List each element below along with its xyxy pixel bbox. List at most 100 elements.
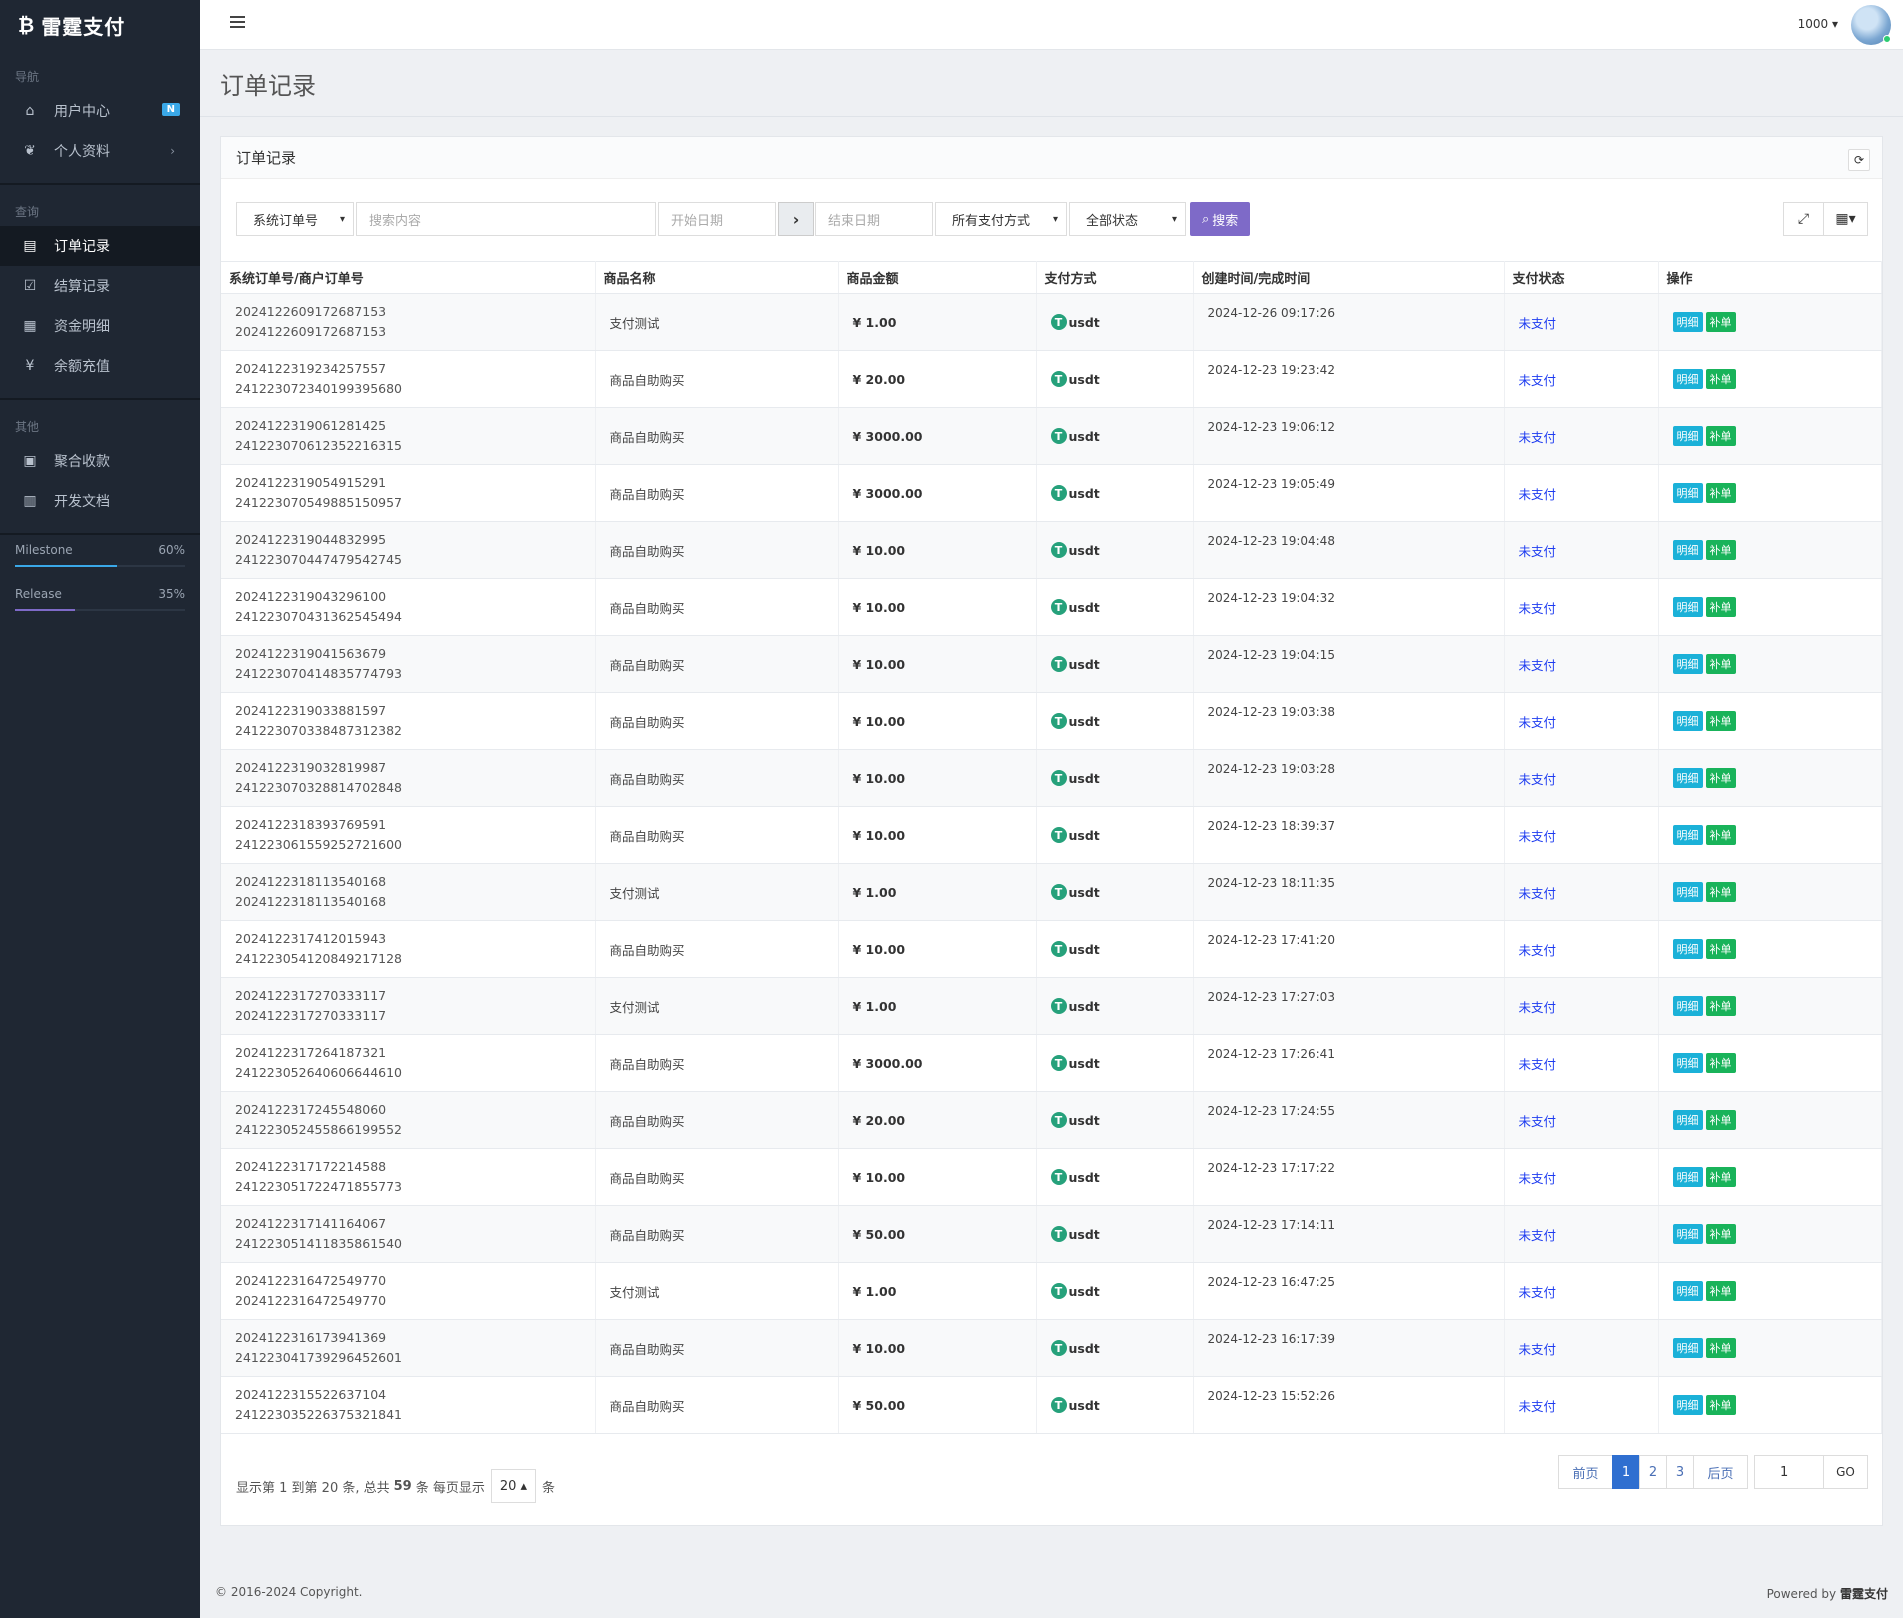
detail-button[interactable]: 明细 xyxy=(1672,768,1703,788)
tether-icon: T xyxy=(1050,770,1067,786)
detail-button[interactable]: 明细 xyxy=(1672,426,1703,446)
resupply-order-button[interactable]: 补单 xyxy=(1705,768,1736,788)
sidebar-item[interactable]: ☑ 结算记录 xyxy=(0,266,200,306)
resupply-order-button[interactable]: 补单 xyxy=(1705,1110,1736,1130)
created-time: 2024-12-23 19:04:48 xyxy=(1207,534,1335,548)
detail-button[interactable]: 明细 xyxy=(1672,1053,1703,1073)
product-name-cell: 支付测试 xyxy=(595,293,839,351)
sidebar-item[interactable]: ❦ 个人资料 › xyxy=(0,131,200,171)
status-cell: 未支付 xyxy=(1504,920,1659,978)
detail-button[interactable]: 明细 xyxy=(1672,939,1703,959)
column-header[interactable]: 支付方式 xyxy=(1036,261,1194,294)
merchant-order-number: 241223070414835774793 xyxy=(235,666,403,681)
created-time: 2024-12-23 19:06:12 xyxy=(1207,420,1335,434)
resupply-order-button[interactable]: 补单 xyxy=(1705,1053,1736,1073)
detail-button[interactable]: 明细 xyxy=(1672,1224,1703,1244)
resupply-order-button[interactable]: 补单 xyxy=(1705,312,1736,332)
resupply-order-button[interactable]: 补单 xyxy=(1705,483,1736,503)
resupply-order-button[interactable]: 补单 xyxy=(1705,711,1736,731)
sidebar-item[interactable]: ▦ 资金明细 xyxy=(0,306,200,346)
system-order-number: 2024122319041563679 xyxy=(235,646,387,661)
detail-button[interactable]: 明细 xyxy=(1672,369,1703,389)
start-date-input[interactable]: 开始日期 xyxy=(658,202,776,236)
detail-button[interactable]: 明细 xyxy=(1672,1281,1703,1301)
column-header[interactable]: 商品金额 xyxy=(838,261,1037,294)
column-header[interactable]: 系统订单号/商户订单号 xyxy=(221,261,596,294)
detail-button[interactable]: 明细 xyxy=(1672,483,1703,503)
column-header[interactable]: 操作 xyxy=(1658,261,1882,294)
column-header[interactable]: 创建时间/完成时间 xyxy=(1193,261,1505,294)
sidebar-item[interactable]: ⌂ 用户中心 N xyxy=(0,91,200,131)
search-input[interactable]: 搜索内容 xyxy=(356,202,656,236)
chevron-right-icon: › xyxy=(170,144,175,158)
product-name: 支付测试 xyxy=(609,999,660,1015)
user-menu[interactable]: 1000 ▾ xyxy=(1797,17,1838,31)
resupply-order-button[interactable]: 补单 xyxy=(1705,939,1736,959)
detail-button[interactable]: 明细 xyxy=(1672,540,1703,560)
columns-button[interactable]: ▦▾ xyxy=(1823,202,1868,236)
bitcoin-icon: ₿ xyxy=(18,12,36,37)
payment-status: 未支付 xyxy=(1518,315,1557,331)
detail-button[interactable]: 明细 xyxy=(1672,825,1703,845)
resupply-order-button[interactable]: 补单 xyxy=(1705,825,1736,845)
column-header[interactable]: 商品名称 xyxy=(595,261,839,294)
page-button[interactable]: 3 xyxy=(1666,1455,1694,1489)
order-type-select[interactable]: 系统订单号 ▾ xyxy=(236,202,354,236)
detail-button[interactable]: 明细 xyxy=(1672,1167,1703,1187)
prev-page-button[interactable]: 前页 xyxy=(1558,1455,1613,1489)
resupply-order-button[interactable]: 补单 xyxy=(1705,882,1736,902)
resupply-order-button[interactable]: 补单 xyxy=(1705,654,1736,674)
resupply-order-button[interactable]: 补单 xyxy=(1705,597,1736,617)
sidebar-divider xyxy=(0,533,200,535)
product-name: 商品自助购买 xyxy=(609,543,685,559)
search-button[interactable]: ⌕ 搜索 xyxy=(1190,202,1251,236)
resupply-order-button[interactable]: 补单 xyxy=(1705,1281,1736,1301)
product-name: 支付测试 xyxy=(609,315,660,331)
progress-value: 60% xyxy=(158,543,185,557)
detail-button[interactable]: 明细 xyxy=(1672,1395,1703,1415)
resupply-order-button[interactable]: 补单 xyxy=(1705,1395,1736,1415)
detail-button[interactable]: 明细 xyxy=(1672,312,1703,332)
detail-button[interactable]: 明细 xyxy=(1672,711,1703,731)
page-size-select[interactable]: 20 ▴ xyxy=(490,1469,537,1503)
sidebar-item[interactable]: ▣ 聚合收款 xyxy=(0,441,200,481)
jump-page-input[interactable]: 1 xyxy=(1754,1455,1824,1489)
fullscreen-button[interactable]: ⤢ xyxy=(1783,202,1824,236)
order-number-cell: 2024122316472549770 2024122316472549770 xyxy=(221,1262,596,1320)
menu-toggle-icon[interactable] xyxy=(230,16,245,31)
resupply-order-button[interactable]: 补单 xyxy=(1705,1338,1736,1358)
detail-button[interactable]: 明细 xyxy=(1672,597,1703,617)
status-cell: 未支付 xyxy=(1504,464,1659,522)
detail-button[interactable]: 明细 xyxy=(1672,882,1703,902)
resupply-order-button[interactable]: 补单 xyxy=(1705,1167,1736,1187)
app-logo[interactable]: ₿ 雷霆支付 xyxy=(0,0,200,50)
resupply-order-button[interactable]: 补单 xyxy=(1705,996,1736,1016)
resupply-order-button[interactable]: 补单 xyxy=(1705,369,1736,389)
created-time: 2024-12-26 09:17:26 xyxy=(1207,306,1335,320)
resupply-order-button[interactable]: 补单 xyxy=(1705,426,1736,446)
page-button[interactable]: 2 xyxy=(1639,1455,1667,1489)
detail-button[interactable]: 明细 xyxy=(1672,654,1703,674)
go-button[interactable]: GO xyxy=(1823,1455,1868,1489)
page-button[interactable]: 1 xyxy=(1612,1455,1640,1489)
end-date-input[interactable]: 结束日期 xyxy=(815,202,933,236)
detail-button[interactable]: 明细 xyxy=(1672,996,1703,1016)
status-select[interactable]: 全部状态 ▾ xyxy=(1069,202,1186,236)
column-header[interactable]: 支付状态 xyxy=(1504,261,1659,294)
sidebar-item[interactable]: ¥ 余额充值 xyxy=(0,346,200,386)
detail-button[interactable]: 明细 xyxy=(1672,1110,1703,1130)
pay-method-select[interactable]: 所有支付方式 ▾ xyxy=(935,202,1067,236)
next-page-button[interactable]: 后页 xyxy=(1693,1455,1748,1489)
resupply-order-button[interactable]: 补单 xyxy=(1705,540,1736,560)
actions-cell: 明细 补单 xyxy=(1658,806,1882,864)
refresh-icon: ⟳ xyxy=(1853,153,1865,167)
sidebar-item[interactable]: ▥ 开发文档 xyxy=(0,481,200,521)
book-icon: ▥ xyxy=(23,493,37,509)
detail-button[interactable]: 明细 xyxy=(1672,1338,1703,1358)
amount-cell: ¥ 3000.00 xyxy=(838,464,1037,522)
refresh-button[interactable]: ⟳ xyxy=(1848,149,1870,171)
sidebar-item[interactable]: ▤ 订单记录 xyxy=(0,226,200,266)
resupply-order-button[interactable]: 补单 xyxy=(1705,1224,1736,1244)
